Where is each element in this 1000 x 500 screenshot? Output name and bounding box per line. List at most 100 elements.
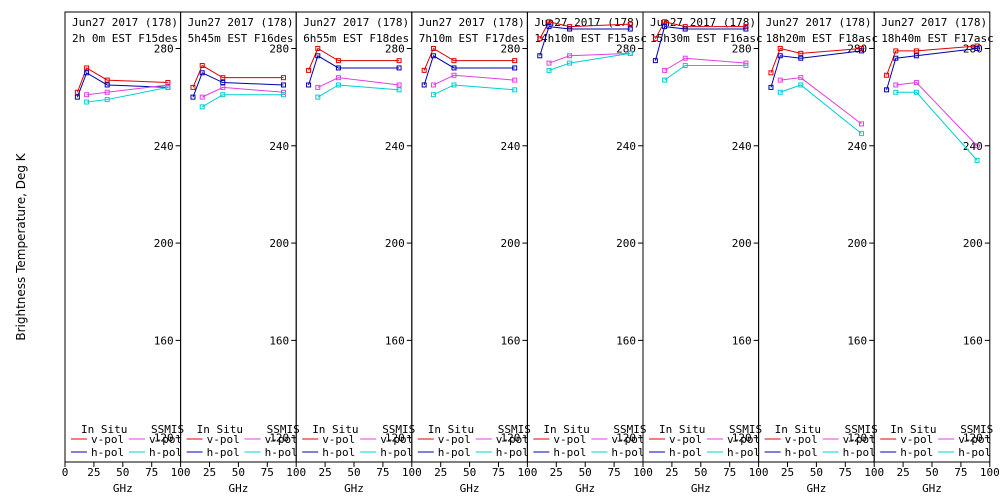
ssmis_h-line (86, 86, 168, 103)
y-tick-label: 120 (963, 432, 983, 445)
legend-ssmis-v-label: v-pol (611, 433, 644, 446)
legend-ssmis-v-label: v-pol (149, 433, 182, 446)
legend-insitu-v-label: v-pol (900, 433, 933, 446)
x-tick-label: 25 (318, 466, 331, 479)
x-tick-label: 25 (896, 466, 909, 479)
ssmis_v-point (662, 67, 668, 73)
insitu_h-point (306, 82, 312, 88)
y-tick-label: 200 (616, 237, 636, 250)
x-tick-label: 100 (749, 466, 769, 479)
legend-ssmis-title: SSMIS (613, 423, 646, 436)
x-tick-label: 50 (810, 466, 823, 479)
panel-time: 2h 0m EST F15des (72, 32, 178, 45)
insitu_h-point (396, 65, 402, 71)
panel-time: 18h40m EST F17asc (881, 32, 994, 45)
ssmis_v-point (913, 80, 919, 86)
insitu_v-point (199, 63, 205, 69)
insitu_v-point (84, 65, 90, 71)
ssmis_v-point (84, 92, 90, 98)
insitu_h-point (682, 26, 688, 32)
y-tick-label: 120 (385, 432, 405, 445)
ssmis_v-point (682, 55, 688, 61)
panel-date: Jun27 2017 (178) (419, 16, 525, 29)
insitu_h-point (74, 94, 80, 100)
legend-ssmis-title: SSMIS (267, 423, 300, 436)
ssmis_v-point (430, 82, 436, 88)
ssmis_v-line (202, 86, 284, 98)
y-tick-label: 200 (385, 237, 405, 250)
ssmis_v-line (780, 77, 862, 125)
ssmis_h-point (84, 99, 90, 105)
legend-ssmis-v-label: v-pol (727, 433, 760, 446)
legend-insitu-v-label: v-pol (669, 433, 702, 446)
x-axis-label: GHz (344, 482, 364, 495)
panel-date: Jun27 2017 (178) (881, 16, 987, 29)
panel-time: 18h20m EST F18asc (766, 32, 879, 45)
x-tick-label: 75 (145, 466, 158, 479)
insitu_v-point (884, 72, 890, 78)
ssmis_h-point (546, 67, 552, 73)
x-tick-label: 50 (463, 466, 476, 479)
panel-date: Jun27 2017 (178) (766, 16, 872, 29)
insitu_v-line (192, 64, 284, 88)
insitu_v-point (421, 67, 427, 73)
x-tick-label: 100 (864, 466, 884, 479)
legend-ssmis-v-label: v-pol (265, 433, 298, 446)
insitu_v-line (539, 21, 631, 39)
panel-6: 120 160 200 240 280 25 50 75 100 GHz Jun27 2017 (1… (642, 11, 769, 495)
x-tick-label: 50 (579, 466, 592, 479)
y-tick-label: 280 (616, 42, 636, 55)
y-tick-label: 160 (269, 334, 289, 347)
insitu_h-point (220, 80, 226, 86)
ssmis_h-point (662, 77, 668, 83)
insitu_v-line (76, 67, 168, 93)
y-tick-label: 120 (269, 432, 289, 445)
insitu_v-point (893, 48, 899, 54)
insitu_v-point (430, 45, 436, 51)
ssmis_v-point (974, 143, 980, 149)
ssmis_h-point (777, 89, 783, 95)
legend-ssmis-h-label: h-pol (265, 446, 298, 459)
insitu_v-point (798, 50, 804, 56)
insitu_h-point (893, 55, 899, 61)
x-tick-label: 75 (261, 466, 274, 479)
insitu_h-point (280, 82, 286, 88)
ssmis_h-point (451, 82, 457, 88)
ssmis_h-point (280, 92, 286, 98)
ssmis_v-point (220, 84, 226, 90)
legend-ssmis-h-label: h-pol (958, 446, 991, 459)
x-tick-label: 25 (550, 466, 563, 479)
y-tick-label: 160 (732, 334, 752, 347)
panel-time: 5h45m EST F16des (188, 32, 294, 45)
insitu_v-point (104, 77, 110, 83)
panel-date: Jun27 2017 (178) (188, 16, 294, 29)
ssmis_h-point (220, 92, 226, 98)
insitu_h-point (662, 24, 668, 30)
legend-ssmis-title: SSMIS (382, 423, 415, 436)
x-tick-label: 100 (286, 466, 306, 479)
ssmis_h-point (682, 63, 688, 69)
legend-ssmis-h-label: h-pol (611, 446, 644, 459)
insitu_v-point (913, 48, 919, 54)
y-tick-label: 160 (963, 334, 983, 347)
legend-insitu-v-label: v-pol (438, 433, 471, 446)
insitu_h-point (858, 48, 864, 54)
insitu_v-point (652, 36, 658, 42)
insitu_v-point (777, 45, 783, 51)
panel-time: 7h10m EST F17des (419, 32, 525, 45)
insitu_v-point (662, 19, 668, 25)
ssmis_v-point (798, 75, 804, 81)
legend-insitu-h-label: h-pol (553, 446, 586, 459)
x-tick-label: 50 (694, 466, 707, 479)
legend-ssmis-v-label: v-pol (958, 433, 991, 446)
x-tick-label: 25 (665, 466, 678, 479)
insitu_h-line (192, 72, 284, 98)
ssmis_h-point (913, 89, 919, 95)
ssmis_v-point (451, 72, 457, 78)
legend-ssmis-v-label: v-pol (380, 433, 413, 446)
insitu_h-point (84, 70, 90, 76)
legend-insitu-title: In Situ (428, 423, 474, 436)
x-tick-label: 100 (980, 466, 1000, 479)
y-tick-label: 240 (385, 140, 405, 153)
